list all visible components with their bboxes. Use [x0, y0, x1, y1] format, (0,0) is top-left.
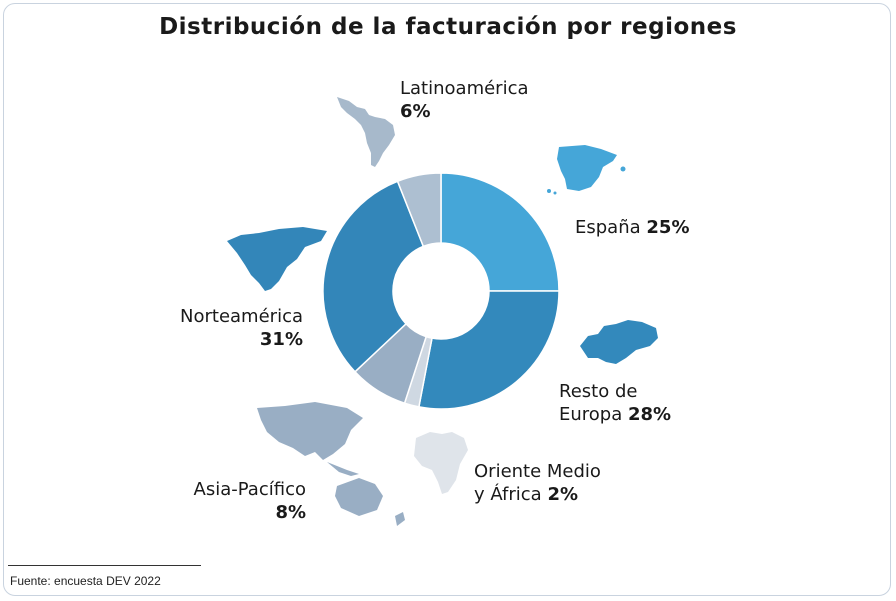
spain-map-icon [547, 145, 626, 195]
label-oriente-medio-value: 2% [547, 484, 579, 505]
chart-frame [3, 3, 891, 596]
label-espana-value: 25% [646, 217, 690, 238]
europe-map-icon [580, 320, 658, 364]
north-america-map-icon [227, 227, 327, 291]
label-espana: España 25% [575, 216, 689, 239]
label-latinoamerica: Latinoamérica 6% [400, 77, 529, 123]
label-norteamerica-name: Norteamérica [180, 306, 303, 327]
footer-source: Fuente: encuesta DEV 2022 [10, 574, 161, 588]
donut-slice-norteamerica [322, 180, 425, 373]
label-asia-pacifico-value: 8% [275, 502, 306, 523]
label-oriente-medio: Oriente Medio y África 2% [474, 460, 601, 506]
label-asia-pacifico-name: Asia-Pacífico [193, 479, 306, 500]
label-oriente-medio-name-1: Oriente Medio [474, 461, 601, 482]
south-america-map-icon [337, 97, 395, 167]
label-resto-europa: Resto de Europa 28% [559, 380, 671, 426]
label-norteamerica: Norteamérica 31% [150, 305, 303, 351]
label-espana-name: España [575, 217, 641, 238]
donut-slice-latinoamerica [396, 172, 442, 248]
donut-slice-espana [440, 172, 560, 292]
label-asia-pacifico: Asia-Pacífico 8% [175, 478, 306, 524]
label-latinoamerica-name: Latinoamérica [400, 78, 529, 99]
donut-slice-resto-de-europa [418, 290, 560, 410]
label-oriente-medio-name-2: y África [474, 484, 542, 505]
asia-pacific-map-icon [257, 402, 405, 526]
footer-divider [8, 565, 201, 566]
label-resto-europa-value: 28% [628, 404, 672, 425]
label-resto-europa-name-1: Resto de [559, 381, 638, 402]
africa-map-icon [414, 432, 468, 494]
label-latinoamerica-value: 6% [400, 101, 431, 122]
label-resto-europa-name-2: Europa [559, 404, 623, 425]
label-norteamerica-value: 31% [259, 329, 303, 350]
chart-title: Distribución de la facturación por regio… [159, 14, 737, 40]
